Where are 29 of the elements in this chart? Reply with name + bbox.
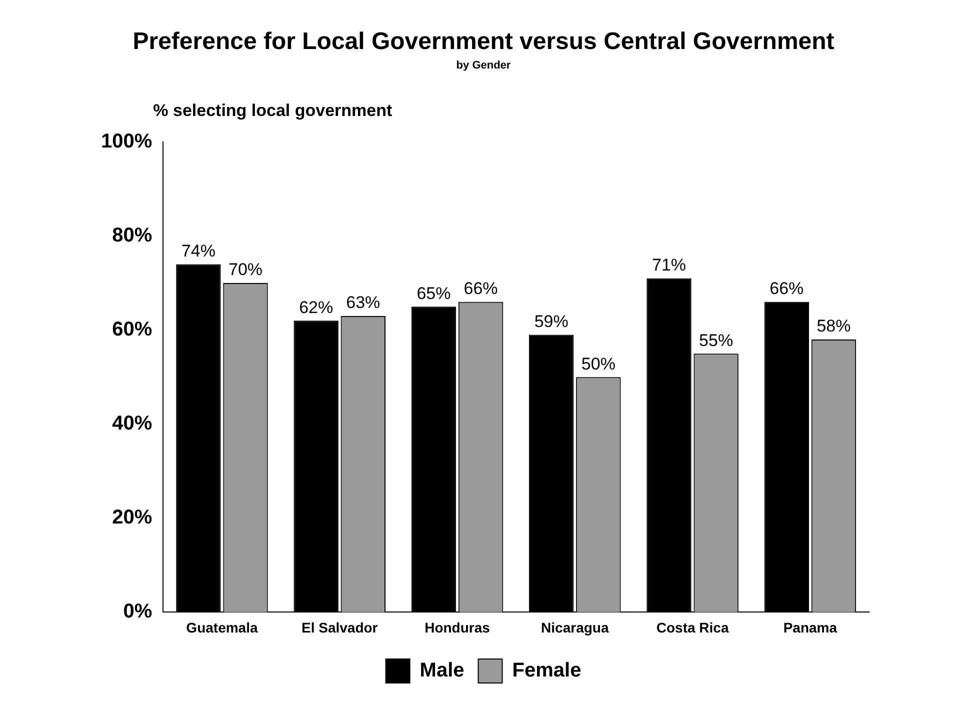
data-label: 63% [346, 293, 380, 312]
data-label: 55% [699, 330, 734, 350]
x-tick-label: Honduras [424, 619, 490, 636]
x-tick-label: Guatemala [186, 619, 258, 636]
data-label: 59% [534, 312, 568, 331]
x-tick-label: Panama [783, 619, 838, 636]
x-tick-label: Nicaragua [541, 619, 609, 636]
y-tick-label: 20% [112, 506, 152, 529]
data-label: 62% [299, 298, 334, 317]
data-label: 66% [464, 279, 498, 298]
legend-label: Female [512, 660, 582, 682]
y-tick-label: 0% [123, 600, 152, 623]
y-axis-title: % selecting local government [153, 101, 393, 120]
data-label: 50% [581, 354, 616, 374]
y-tick-label: 100% [100, 130, 152, 153]
data-label: 58% [816, 316, 851, 336]
data-label: 65% [416, 284, 451, 303]
data-label: 74% [181, 241, 216, 260]
data-label: 66% [770, 279, 804, 298]
chart-subtitle: by Gender [456, 59, 512, 72]
x-tick-label: Costa Rica [656, 619, 729, 636]
data-label: 70% [228, 260, 263, 280]
x-tick-label: El Salvador [301, 619, 378, 636]
chart-title: Preference for Local Government versus Central Government [132, 28, 834, 56]
data-label: 71% [652, 256, 686, 275]
y-tick-label: 40% [112, 412, 152, 435]
legend-label: Male [420, 660, 464, 682]
y-tick-label: 80% [112, 224, 152, 247]
y-tick-label: 60% [112, 318, 152, 341]
